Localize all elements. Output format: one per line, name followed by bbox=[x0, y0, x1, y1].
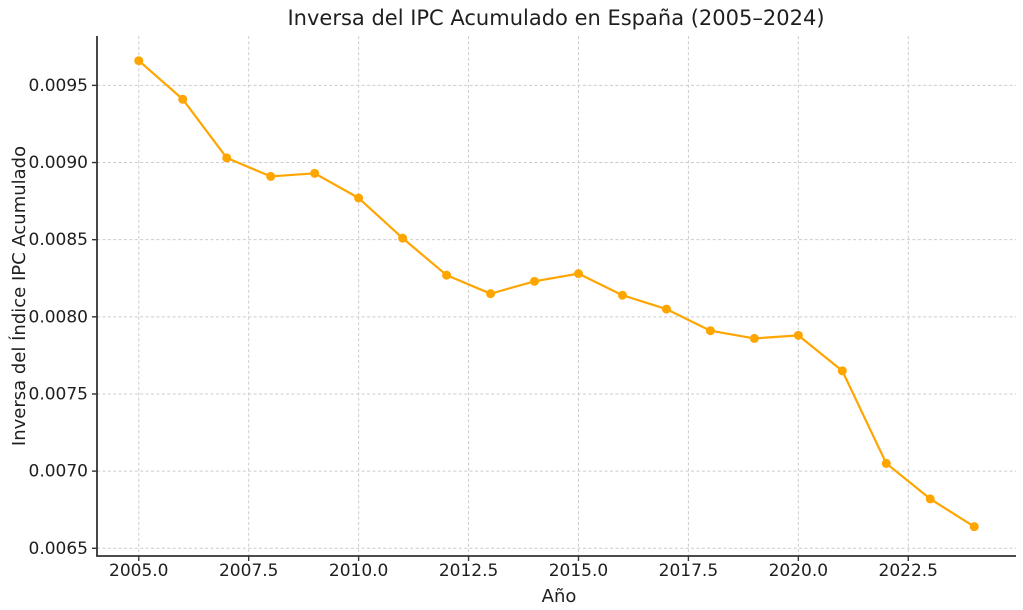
data-point bbox=[178, 94, 188, 104]
x-tick-label: 2020.0 bbox=[769, 561, 828, 581]
data-point bbox=[881, 458, 891, 468]
gridlines bbox=[97, 36, 1016, 556]
y-tick-label: 0.0090 bbox=[29, 153, 88, 173]
data-point bbox=[442, 270, 452, 280]
data-point bbox=[573, 269, 583, 279]
y-tick-label: 0.0095 bbox=[29, 76, 88, 96]
y-axis-label: Inversa del Índice IPC Acumulado bbox=[8, 146, 30, 446]
x-tick-label: 2022.5 bbox=[879, 561, 938, 581]
data-point bbox=[398, 233, 408, 243]
data-point bbox=[705, 326, 715, 336]
x-tick-labels: 2005.0 2007.5 2010.0 2012.5 2015.0 2017.5 2020… bbox=[109, 561, 938, 581]
x-tick-label: 2005.0 bbox=[109, 561, 168, 581]
y-tick-label: 0.0080 bbox=[29, 307, 88, 327]
data-point bbox=[661, 304, 671, 314]
data-line bbox=[137, 59, 976, 528]
data-series bbox=[134, 56, 979, 532]
data-point bbox=[354, 193, 364, 203]
data-point bbox=[969, 522, 979, 532]
data-point bbox=[222, 153, 232, 163]
x-axis-label: Año bbox=[542, 586, 577, 607]
data-point bbox=[134, 56, 144, 66]
y-tick-label: 0.0075 bbox=[29, 384, 88, 404]
x-tick-label: 2007.5 bbox=[219, 561, 278, 581]
tick-marks bbox=[92, 84, 909, 561]
data-point bbox=[793, 330, 803, 340]
axes-spines bbox=[96, 36, 1016, 557]
data-point bbox=[925, 494, 935, 504]
data-point bbox=[617, 290, 627, 300]
chart-title: Inversa del IPC Acumulado en España (200… bbox=[287, 6, 824, 30]
y-tick-label: 0.0070 bbox=[29, 462, 88, 482]
y-tick-label: 0.0065 bbox=[29, 539, 88, 559]
data-point bbox=[266, 171, 276, 181]
x-tick-label: 2017.5 bbox=[659, 561, 718, 581]
x-tick-label: 2010.0 bbox=[329, 561, 388, 581]
data-point bbox=[530, 276, 540, 286]
x-tick-label: 2012.5 bbox=[439, 561, 498, 581]
data-point bbox=[837, 366, 847, 376]
y-tick-label: 0.0085 bbox=[29, 230, 88, 250]
x-tick-label: 2015.0 bbox=[549, 561, 608, 581]
data-point bbox=[749, 333, 759, 343]
data-point bbox=[486, 289, 496, 299]
y-tick-labels: 0.0095 0.0090 0.0085 0.0080 0.0075 0.0070 0.00… bbox=[29, 76, 88, 559]
data-point bbox=[310, 168, 320, 178]
